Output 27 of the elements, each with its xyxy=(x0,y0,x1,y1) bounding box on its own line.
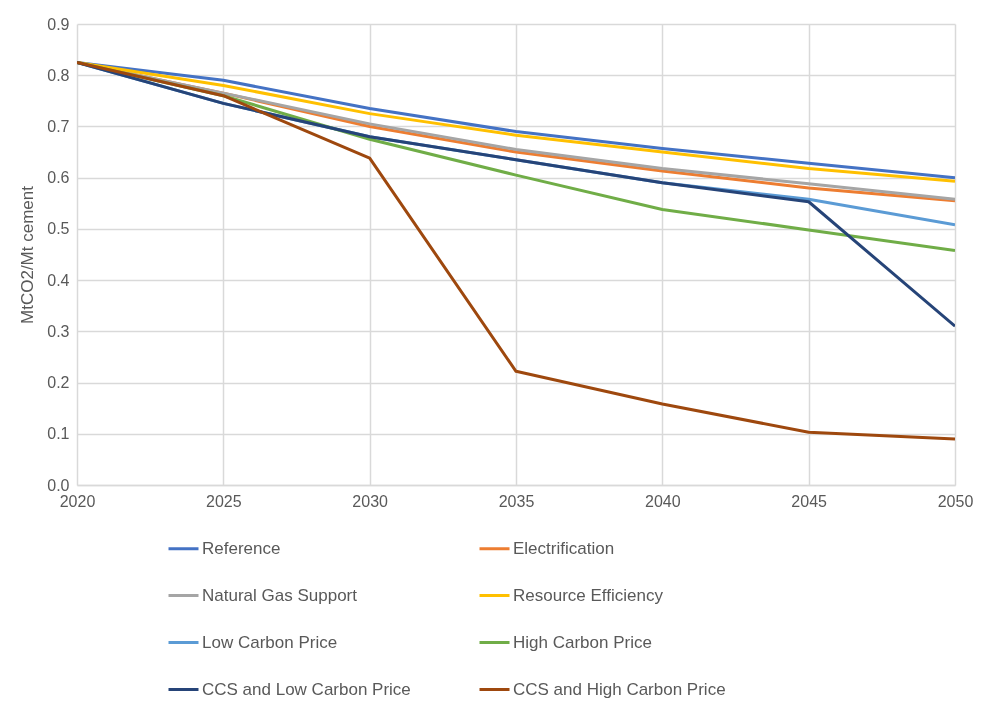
y-tick-label: 0.4 xyxy=(47,271,70,289)
legend-label: CCS and Low Carbon Price xyxy=(202,679,411,699)
y-tick-label: 0.9 xyxy=(47,15,70,33)
y-tick-label: 0.8 xyxy=(47,66,70,84)
y-tick-label: 0.3 xyxy=(47,322,70,340)
x-tick-label: 2030 xyxy=(352,492,389,510)
x-tick-label: 2035 xyxy=(498,492,535,510)
y-tick-label: 0.1 xyxy=(47,425,70,443)
legend-label: CCS and High Carbon Price xyxy=(513,679,726,699)
x-tick-label: 2050 xyxy=(937,492,974,510)
legend-label: Resource Efficiency xyxy=(513,585,664,605)
y-tick-label: 0.7 xyxy=(47,117,70,135)
line-series xyxy=(77,60,955,441)
legend-label: High Carbon Price xyxy=(513,632,652,652)
legend-label: Natural Gas Support xyxy=(202,585,358,605)
x-tick-label: 2020 xyxy=(59,492,96,510)
y-tick-label: 0.2 xyxy=(47,374,70,392)
y-axis-title: MtCO2/Mt cement xyxy=(18,185,38,324)
x-tick-label: 2040 xyxy=(645,492,681,510)
y-tick-label: 0.0 xyxy=(47,476,70,494)
legend-label: Reference xyxy=(202,538,281,558)
y-tick-label: 0.6 xyxy=(47,169,70,187)
legend-label: Electrification xyxy=(513,538,615,558)
x-tick-label: 2045 xyxy=(791,492,828,510)
legend-label: Low Carbon Price xyxy=(202,632,338,652)
y-tick-label: 0.5 xyxy=(47,220,70,238)
x-tick-label: 2025 xyxy=(206,492,242,510)
